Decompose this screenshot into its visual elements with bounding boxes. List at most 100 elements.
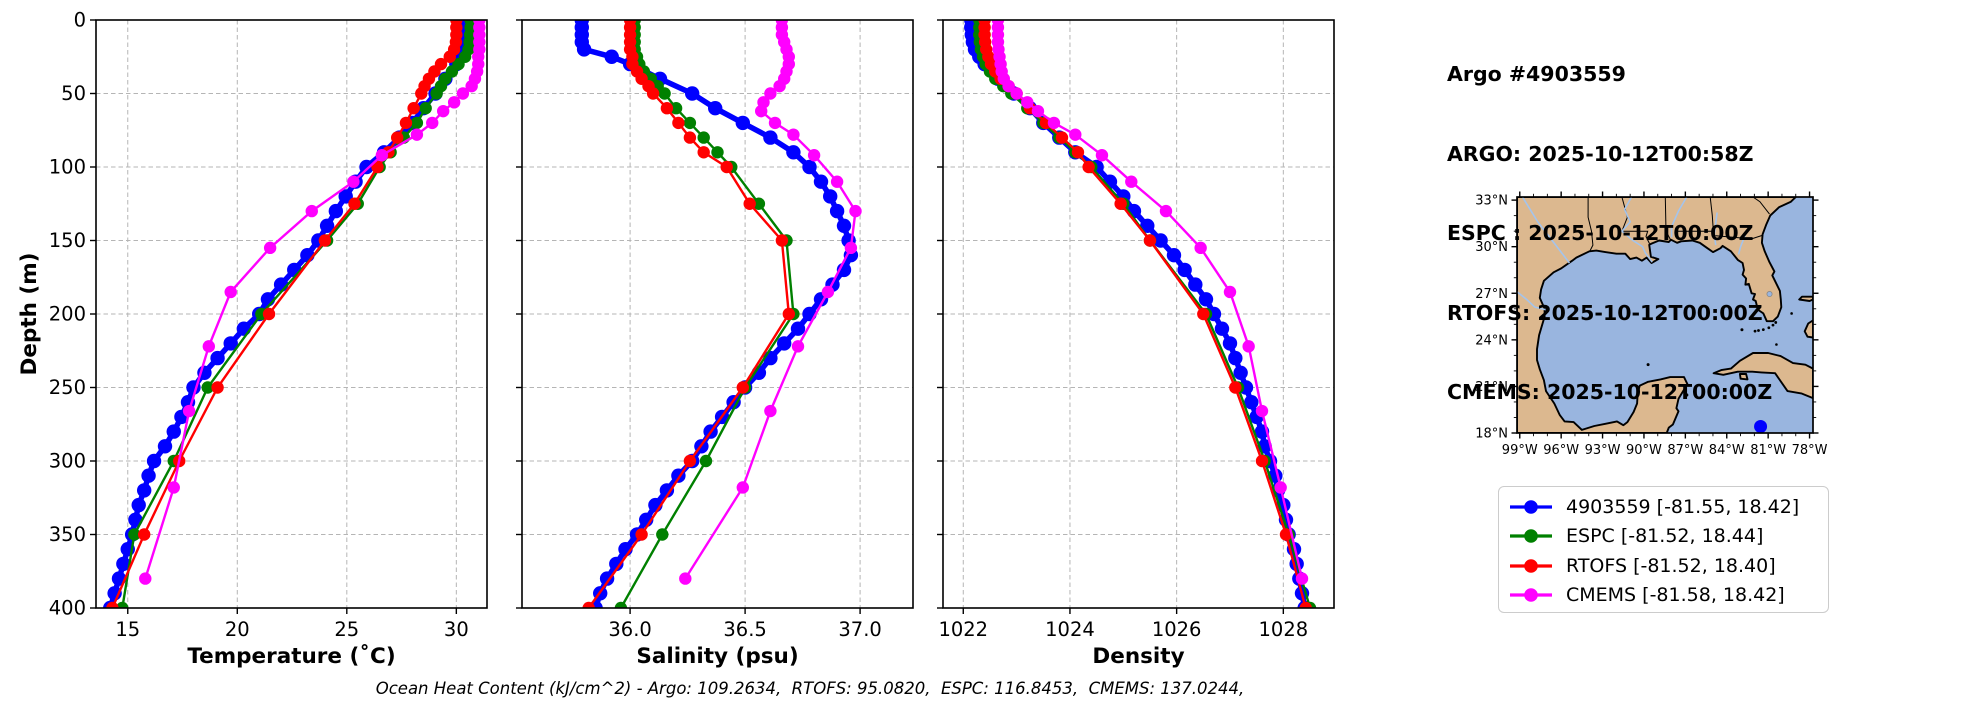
marker-4903559 — [1228, 350, 1243, 366]
marker-RTOFS — [1143, 234, 1157, 247]
marker-ESPC — [116, 601, 129, 608]
depth-tick-label: 50 — [61, 82, 86, 105]
marker-CMEMS — [1010, 87, 1023, 100]
legend-item-cmems: CMEMS [-81.58, 18.42] — [1499, 581, 1828, 611]
lat-tick-label: 21°N — [1475, 380, 1508, 395]
marker-CMEMS — [1255, 404, 1269, 418]
marker-4903559 — [735, 115, 750, 131]
marker-CMEMS — [791, 340, 805, 353]
marker-CMEMS — [787, 128, 800, 141]
marker-4903559 — [576, 42, 592, 57]
islet — [1771, 323, 1775, 327]
axis-ticks: 36.0 36.5 37.0 — [516, 19, 882, 641]
marker-RTOFS — [1197, 307, 1210, 321]
islet — [1790, 312, 1793, 315]
marker-RTOFS — [106, 601, 119, 608]
cmems-time-line: CMEMS: 2025-10-12T00:00Z — [1447, 380, 1773, 404]
islet — [1767, 326, 1771, 330]
marker-RTOFS — [697, 146, 710, 159]
marker-CMEMS — [1095, 149, 1109, 162]
density-panel: 1022 1024 1026 1028 Density — [937, 19, 1335, 669]
marker-ESPC — [711, 146, 724, 159]
land-polygon — [1712, 352, 1813, 400]
marker-RTOFS — [720, 160, 733, 174]
marker-CMEMS — [736, 481, 749, 494]
marker-CMEMS — [410, 128, 424, 141]
marker-CMEMS — [263, 241, 277, 255]
marker-CMEMS — [1069, 128, 1082, 141]
marker-ESPC — [614, 601, 628, 608]
marker-RTOFS — [415, 87, 428, 100]
lon-tick-label: 90°W — [1626, 443, 1662, 458]
lon-tick-label: 78°W — [1792, 443, 1828, 458]
marker-RTOFS — [1055, 131, 1069, 144]
marker-ESPC — [128, 528, 141, 541]
marker-4903559 — [786, 145, 801, 160]
marker-4903559 — [823, 189, 838, 204]
marker-ESPC — [656, 528, 669, 541]
marker-4903559 — [763, 130, 778, 145]
marker-ESPC — [699, 454, 713, 468]
islet — [1753, 329, 1757, 333]
x-tick-label: 36.0 — [608, 618, 651, 641]
marker-CMEMS — [844, 241, 858, 255]
marker-CMEMS — [202, 340, 216, 353]
legend-label: 4903559 [-81.55, 18.42] — [1566, 495, 1800, 518]
lon-tick-label: 81°W — [1750, 443, 1786, 458]
river — [1670, 197, 1688, 238]
marker-RTOFS — [137, 528, 151, 541]
marker-4903559 — [146, 453, 162, 469]
marker-RTOFS — [582, 601, 595, 608]
x-tick-label: 1028 — [1259, 618, 1309, 641]
marker-CMEMS — [1295, 572, 1309, 585]
lon-tick-label: 93°W — [1585, 443, 1621, 458]
marker-4903559 — [708, 101, 723, 116]
land-polygon — [1517, 197, 1797, 433]
x-tick-label: 1024 — [1045, 618, 1095, 641]
marker-CMEMS — [1274, 481, 1287, 494]
espc-time-line: ESPC : 2025-10-12T00:00Z — [1447, 221, 1754, 245]
marker-CMEMS — [755, 104, 768, 118]
x-tick-label: 37.0 — [838, 618, 881, 641]
depth-tick-label: 150 — [49, 229, 86, 252]
islet — [1775, 343, 1778, 346]
marker-4903559 — [319, 218, 335, 233]
marker-RTOFS — [318, 234, 332, 247]
lake-okeechobee — [1766, 291, 1773, 298]
marker-ESPC — [430, 87, 443, 100]
marker-CMEMS — [447, 96, 461, 109]
depth-axis-label: Depth (m) — [17, 253, 42, 376]
marker-4903559 — [1153, 233, 1168, 248]
marker-CMEMS — [436, 104, 450, 118]
marker-CMEMS — [224, 285, 237, 299]
marker-CMEMS — [764, 404, 777, 418]
islet — [1757, 329, 1760, 332]
marker-CMEMS — [456, 87, 470, 100]
marker-RTOFS — [1229, 381, 1242, 394]
series-layer — [103, 20, 486, 608]
marker-4903559 — [599, 571, 615, 586]
salinity-axis-label: Salinity (psu) — [636, 644, 798, 669]
marker-4903559 — [813, 174, 829, 189]
marker-CMEMS — [1002, 79, 1015, 93]
marker-4903559 — [604, 49, 619, 64]
river — [1517, 291, 1546, 311]
map-body — [1517, 197, 1813, 433]
marker-4903559 — [802, 159, 817, 175]
marker-4903559 — [141, 468, 156, 483]
marker-RTOFS — [1082, 160, 1095, 174]
marker-CMEMS — [1047, 116, 1061, 130]
marker-4903559 — [1222, 336, 1238, 351]
islet — [1685, 393, 1689, 397]
marker-CMEMS — [1242, 340, 1255, 353]
lon-tick-label: 99°W — [1502, 443, 1538, 458]
marker-CMEMS — [182, 404, 196, 418]
axis-ticks: 1022 1024 1026 1028 — [937, 19, 1309, 641]
lon-tick-label: 96°W — [1543, 443, 1579, 458]
marker-RTOFS — [1071, 146, 1085, 159]
density-axis-label: Density — [1092, 644, 1184, 669]
legend-swatch-cmems-icon — [1510, 588, 1552, 603]
legend-label: RTOFS [-81.52, 18.40] — [1566, 554, 1776, 577]
marker-ESPC — [201, 381, 214, 394]
